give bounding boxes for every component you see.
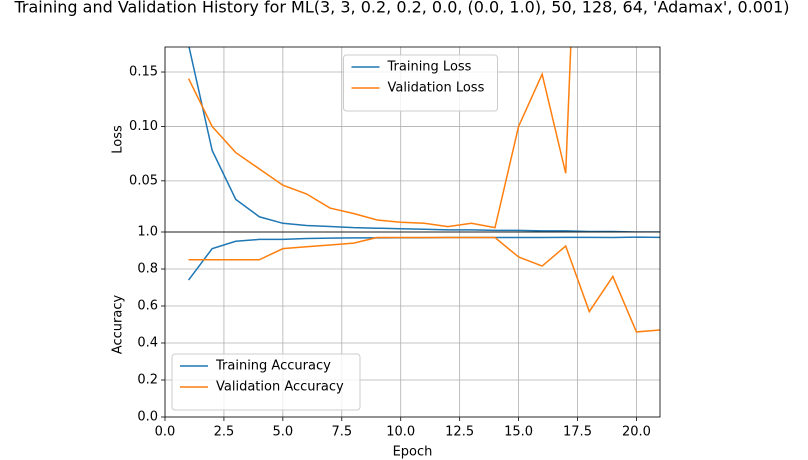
x-axis-label: Epoch <box>393 445 433 460</box>
x-tick-label: 20.0 <box>622 425 651 440</box>
y-tick-label: 0.6 <box>137 299 158 314</box>
y-tick-label: 1.0 <box>137 225 158 240</box>
x-tick-label: 0.0 <box>155 425 176 440</box>
y-tick-label: 0.2 <box>137 373 158 388</box>
y-tick-label: 0.0 <box>137 410 158 425</box>
y-axis-label: Loss <box>111 125 126 154</box>
legend-label: Training Loss <box>387 60 472 75</box>
line-series <box>187 236 660 281</box>
legend-label: Validation Loss <box>388 81 485 96</box>
y-tick-label: 0.05 <box>129 173 158 188</box>
x-tick-label: 15.0 <box>504 425 533 440</box>
x-tick-label: 7.5 <box>331 425 352 440</box>
line-series <box>188 236 660 333</box>
x-tick-label: 2.5 <box>214 425 235 440</box>
legend-box <box>171 353 361 411</box>
y-tick-label: 0.4 <box>137 336 158 351</box>
line-series <box>187 47 572 229</box>
line-series <box>188 47 660 232</box>
plot-area <box>187 236 660 333</box>
y-tick-label: 0.8 <box>137 262 158 277</box>
legend-label: Validation Accuracy <box>216 380 344 395</box>
axes-frame <box>164 231 661 418</box>
y-tick-label: 0.10 <box>129 119 158 134</box>
x-tick-label: 10.0 <box>386 425 415 440</box>
legend-label: Training Accuracy <box>215 359 331 374</box>
y-axis-label: Accuracy <box>111 295 126 355</box>
x-tick-label: 12.5 <box>445 425 474 440</box>
x-tick-label: 17.5 <box>563 425 592 440</box>
legend-box <box>343 54 498 112</box>
y-tick-label: 0.15 <box>129 65 158 80</box>
chart-title: Training and Validation History for ML(3… <box>13 0 789 17</box>
x-tick-label: 5.0 <box>273 425 294 440</box>
plot-area <box>187 47 660 232</box>
